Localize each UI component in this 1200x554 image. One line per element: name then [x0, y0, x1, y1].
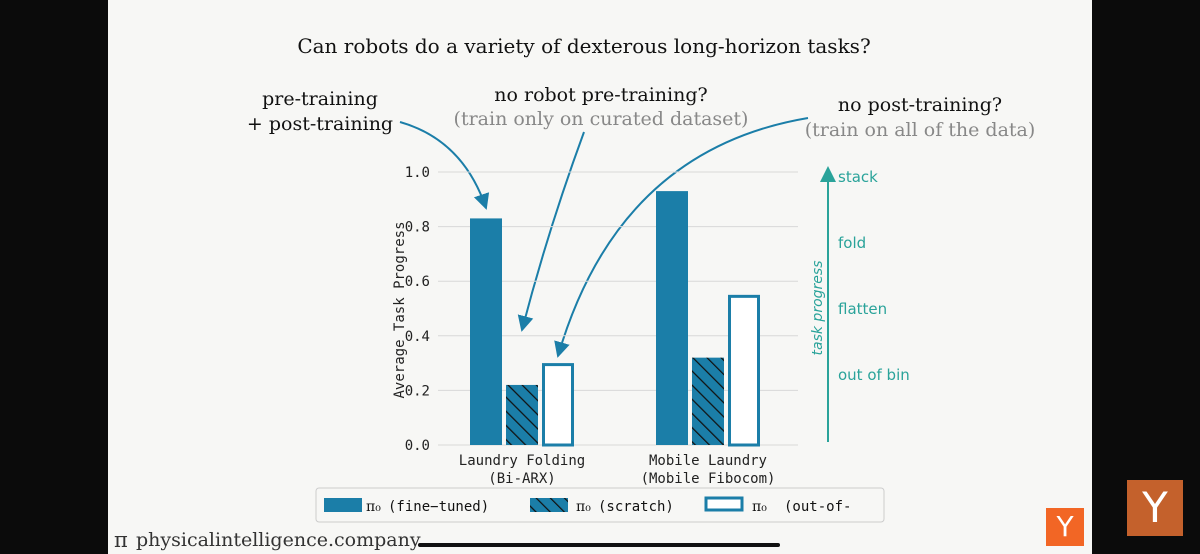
- legend-label-fine-tuned: (fine−tuned): [388, 499, 489, 515]
- y-axis-label: Average Task Progress: [392, 221, 408, 398]
- right-frame: [1092, 0, 1200, 554]
- legend-label-out-of: (out-of-: [784, 499, 851, 515]
- annotation-nopost-line1: no post-training?: [838, 94, 1002, 116]
- arrow-pretrain: [399, 121, 490, 210]
- task-progress-label: task progress: [810, 261, 826, 356]
- y-combinator-logo-small: Y: [1046, 508, 1084, 546]
- y-tick-label: 1.0: [405, 165, 430, 181]
- legend-swatch-scratch: [530, 498, 568, 512]
- arrow-norobot: [517, 131, 585, 332]
- bar-hatched-0: [506, 384, 538, 445]
- y-tick-label: 0.0: [405, 438, 430, 454]
- chart: Can robots do a variety of dexterous lon…: [114, 34, 1036, 552]
- slide: Can robots do a variety of dexterous lon…: [108, 0, 1092, 554]
- y-tick-label: 0.4: [405, 329, 430, 345]
- y-tick-label: 0.6: [405, 274, 430, 290]
- legend-symbol-fine-tuned: π₀: [366, 499, 381, 515]
- arrow-nopost: [554, 117, 809, 358]
- bar-outline-1: [728, 294, 760, 447]
- x-tick-label: (Mobile Fibocom): [641, 471, 776, 487]
- x-tick-label: Laundry Folding: [459, 453, 585, 469]
- task-level-stack: stack: [838, 168, 878, 186]
- annotation-norobot-line2: (train only on curated dataset): [454, 108, 749, 130]
- annotation-pretrain-line2: + post-training: [247, 113, 393, 135]
- legend-swatch-fine-tuned: [324, 498, 362, 512]
- bar-outline-0: [542, 363, 574, 447]
- video-scrubber[interactable]: [418, 543, 780, 547]
- bar-solid-0: [470, 218, 502, 445]
- footer-brand: physicalintelligence.company: [136, 529, 421, 551]
- legend-symbol-out-of: π₀: [752, 499, 767, 515]
- task-level-fold: fold: [838, 234, 866, 252]
- annotation-pretrain-line1: pre-training: [262, 88, 378, 110]
- annotation-nopost-line2: (train on all of the data): [805, 119, 1036, 141]
- y-combinator-logo[interactable]: Y: [1127, 480, 1183, 536]
- y-tick-label: 0.8: [405, 220, 430, 236]
- y-tick-label: 0.2: [405, 383, 430, 399]
- legend-swatch-out-of: [704, 496, 744, 512]
- task-level-out-of-bin: out of bin: [838, 366, 910, 384]
- chart-title: Can robots do a variety of dexterous lon…: [297, 34, 870, 58]
- footer-pi-symbol: π: [114, 528, 128, 552]
- x-tick-label: (Bi-ARX): [488, 471, 555, 487]
- annotation-norobot-line1: no robot pre-training?: [494, 84, 707, 106]
- legend-symbol-scratch: π₀: [576, 499, 591, 515]
- bar-hatched-1: [692, 357, 724, 445]
- bar-solid-1: [656, 191, 688, 445]
- legend-label-scratch: (scratch): [598, 499, 674, 515]
- task-level-flatten: flatten: [838, 300, 887, 318]
- left-frame: [0, 0, 108, 554]
- x-tick-label: Mobile Laundry: [649, 453, 767, 469]
